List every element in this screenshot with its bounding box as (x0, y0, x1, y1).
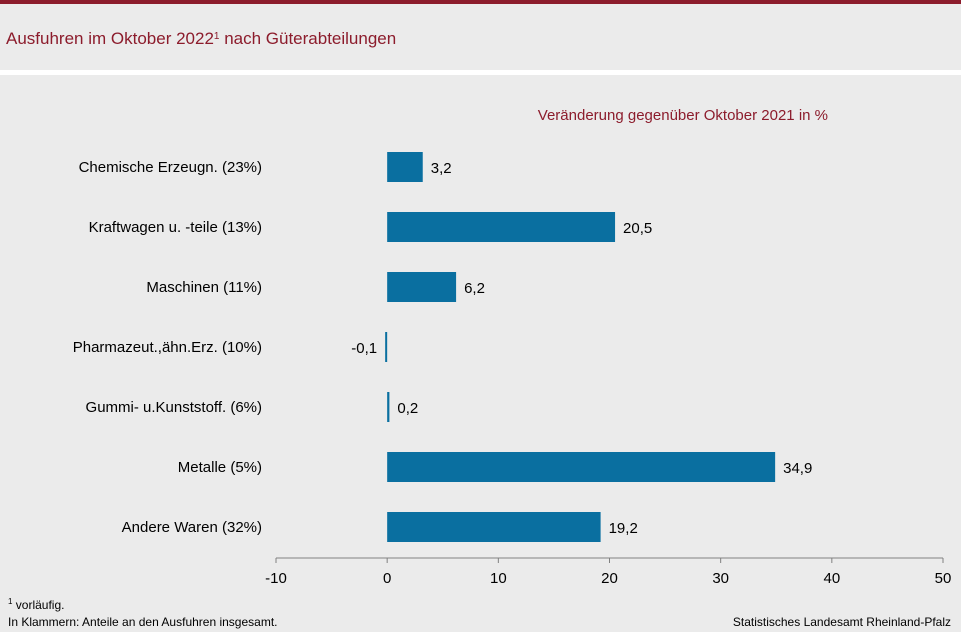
x-tick-label: -10 (265, 570, 287, 587)
value-label: 3,2 (431, 160, 452, 177)
bar (387, 212, 616, 242)
category-label: Metalle (5%) (178, 459, 262, 476)
category-label: Gummi- u.Kunststoff. (6%) (86, 399, 262, 416)
page-title: Ausfuhren im Oktober 20221 nach Güterabt… (6, 29, 396, 49)
category-label: Maschinen (11%) (146, 279, 262, 296)
x-tick-label: 30 (712, 570, 729, 587)
x-tick-label: 20 (601, 570, 618, 587)
x-tick-label: 10 (490, 570, 507, 587)
value-label: 20,5 (623, 220, 652, 237)
title-footnote-marker: 1 (213, 31, 220, 42)
category-label: Chemische Erzeugn. (23%) (79, 159, 262, 176)
footnote-2: In Klammern: Anteile an den Ausfuhren in… (8, 615, 278, 629)
value-label: 19,2 (609, 520, 638, 537)
x-tick-label: 40 (823, 570, 840, 587)
footnote-1-number: 1 (8, 597, 13, 606)
bar (387, 512, 601, 542)
chart-subtitle: Veränderung gegenüber Oktober 2021 in % (537, 107, 828, 124)
x-tick-label: 50 (935, 570, 952, 587)
category-label: Pharmazeut.,ähn.Erz. (10%) (73, 339, 262, 356)
source-note: Statistisches Landesamt Rheinland-Pfalz (732, 615, 951, 629)
bar (387, 392, 390, 422)
bar (387, 272, 457, 302)
title-band (0, 4, 961, 70)
value-label: 0,2 (397, 400, 418, 417)
divider (0, 70, 961, 75)
value-label: -0,1 (351, 340, 377, 357)
value-label: 6,2 (464, 280, 485, 297)
bar (385, 332, 388, 362)
title-main: Ausfuhren im Oktober 2022 (6, 29, 214, 48)
footnote-1-text: vorläufig. (12, 598, 65, 612)
category-label: Andere Waren (32%) (122, 519, 262, 536)
category-label: Kraftwagen u. -teile (13%) (89, 219, 262, 236)
top-accent-bar (0, 0, 961, 4)
bar (387, 452, 776, 482)
footnote-1: 1 vorläufig. (8, 597, 64, 612)
title-rest: nach Güterabteilungen (219, 29, 397, 48)
x-tick-label: 0 (383, 570, 391, 587)
value-label: 34,9 (783, 460, 812, 477)
bar (387, 152, 423, 182)
